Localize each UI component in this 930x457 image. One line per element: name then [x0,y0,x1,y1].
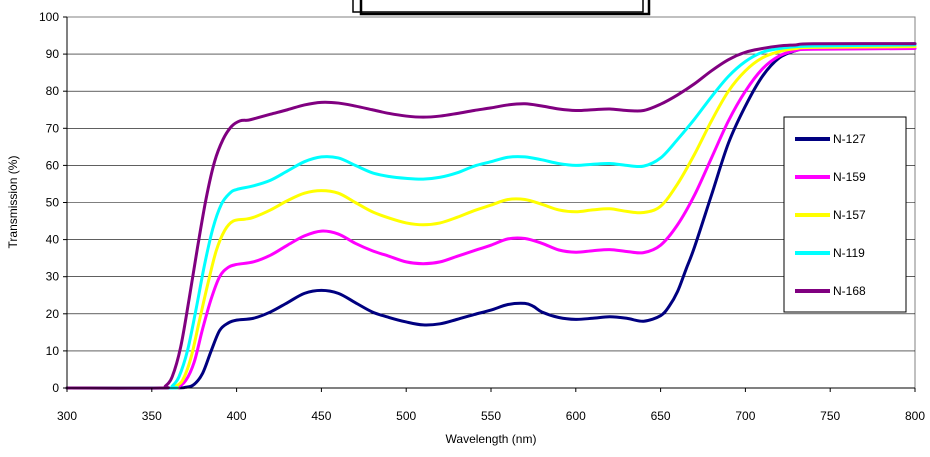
x-tick-label: 600 [566,409,586,423]
legend-label: N-157 [833,208,866,222]
x-tick-label: 700 [735,409,755,423]
y-tick-label: 70 [46,121,60,135]
series-line-n-119 [65,43,917,390]
x-tick-label: 300 [57,409,77,423]
y-tick-label: 40 [46,233,60,247]
y-tick-label: 30 [46,270,60,284]
series-line-n-159 [65,47,917,390]
y-tick-label: 50 [46,196,60,210]
legend-label: N-119 [833,246,865,260]
title-frame [352,0,651,16]
y-tick-label: 60 [46,158,60,172]
x-tick-label: 800 [905,409,925,423]
series-lines [65,42,917,390]
x-tick-label: 750 [820,409,840,423]
legend: N-127 N-159 N-157 N-119 N-168 [783,116,907,313]
plot-area [65,16,917,390]
legend-label: N-127 [833,132,866,146]
x-axis-ticks: 300 350 400 450 500 550 600 650 700 750 800 [57,388,925,423]
y-tick-label: 10 [46,344,60,358]
legend-label: N-159 [833,170,866,184]
series-line-n-168 [65,42,917,390]
y-tick-label: 80 [46,84,60,98]
gridlines [67,53,915,352]
y-tick-label: 100 [39,10,59,24]
legend-label: N-168 [833,284,866,298]
legend-items: N-127 N-159 N-157 N-119 N-168 [795,132,866,298]
y-tick-label: 0 [52,381,59,395]
y-axis-ticks: 0 10 20 30 40 50 60 70 80 90 100 [39,10,67,395]
series-line-n-157 [65,45,917,390]
x-axis-title: Wavelength (nm) [446,432,537,446]
x-tick-label: 350 [142,409,162,423]
x-tick-label: 450 [311,409,331,423]
x-tick-label: 400 [227,409,247,423]
series-line-n-127 [65,42,917,390]
y-tick-label: 20 [46,307,60,321]
x-tick-label: 650 [651,409,671,423]
x-tick-label: 500 [396,409,416,423]
y-axis-title: Transmission (%) [6,156,20,249]
x-tick-label: 550 [481,409,501,423]
y-tick-label: 90 [46,47,60,61]
